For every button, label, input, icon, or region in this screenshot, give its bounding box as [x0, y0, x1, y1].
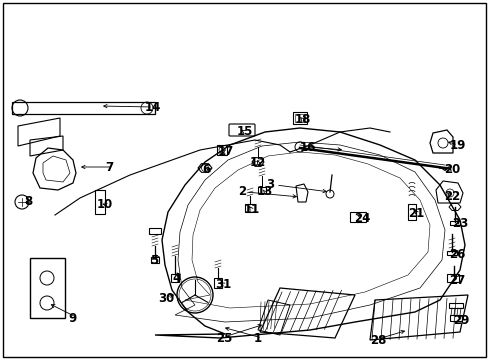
Text: 2: 2	[238, 185, 245, 198]
Text: 29: 29	[452, 314, 468, 327]
Text: 4: 4	[172, 271, 180, 284]
Text: 11: 11	[244, 203, 260, 216]
Text: 24: 24	[353, 212, 369, 225]
Text: 10: 10	[97, 198, 113, 211]
Text: 25: 25	[216, 332, 232, 345]
Text: 13: 13	[257, 185, 273, 198]
Text: 18: 18	[294, 113, 311, 126]
Text: 16: 16	[299, 141, 316, 154]
Text: 8: 8	[24, 195, 32, 208]
Text: 14: 14	[145, 102, 161, 114]
Text: 6: 6	[202, 163, 210, 176]
Text: 31: 31	[215, 279, 231, 292]
Text: 12: 12	[249, 157, 265, 170]
Text: 9: 9	[68, 311, 76, 324]
Text: 28: 28	[369, 333, 386, 346]
Text: 3: 3	[265, 179, 274, 192]
Text: 22: 22	[443, 190, 459, 203]
Text: 23: 23	[451, 217, 468, 230]
Text: 7: 7	[105, 162, 113, 175]
Text: 21: 21	[407, 207, 424, 220]
Text: 5: 5	[150, 253, 158, 266]
Text: 27: 27	[448, 274, 464, 287]
Text: 26: 26	[448, 248, 465, 261]
Text: 17: 17	[218, 145, 234, 158]
Text: 15: 15	[237, 126, 253, 139]
Text: 1: 1	[253, 332, 262, 345]
Text: 19: 19	[449, 139, 466, 153]
Text: 20: 20	[443, 163, 459, 176]
Text: 30: 30	[158, 292, 174, 305]
